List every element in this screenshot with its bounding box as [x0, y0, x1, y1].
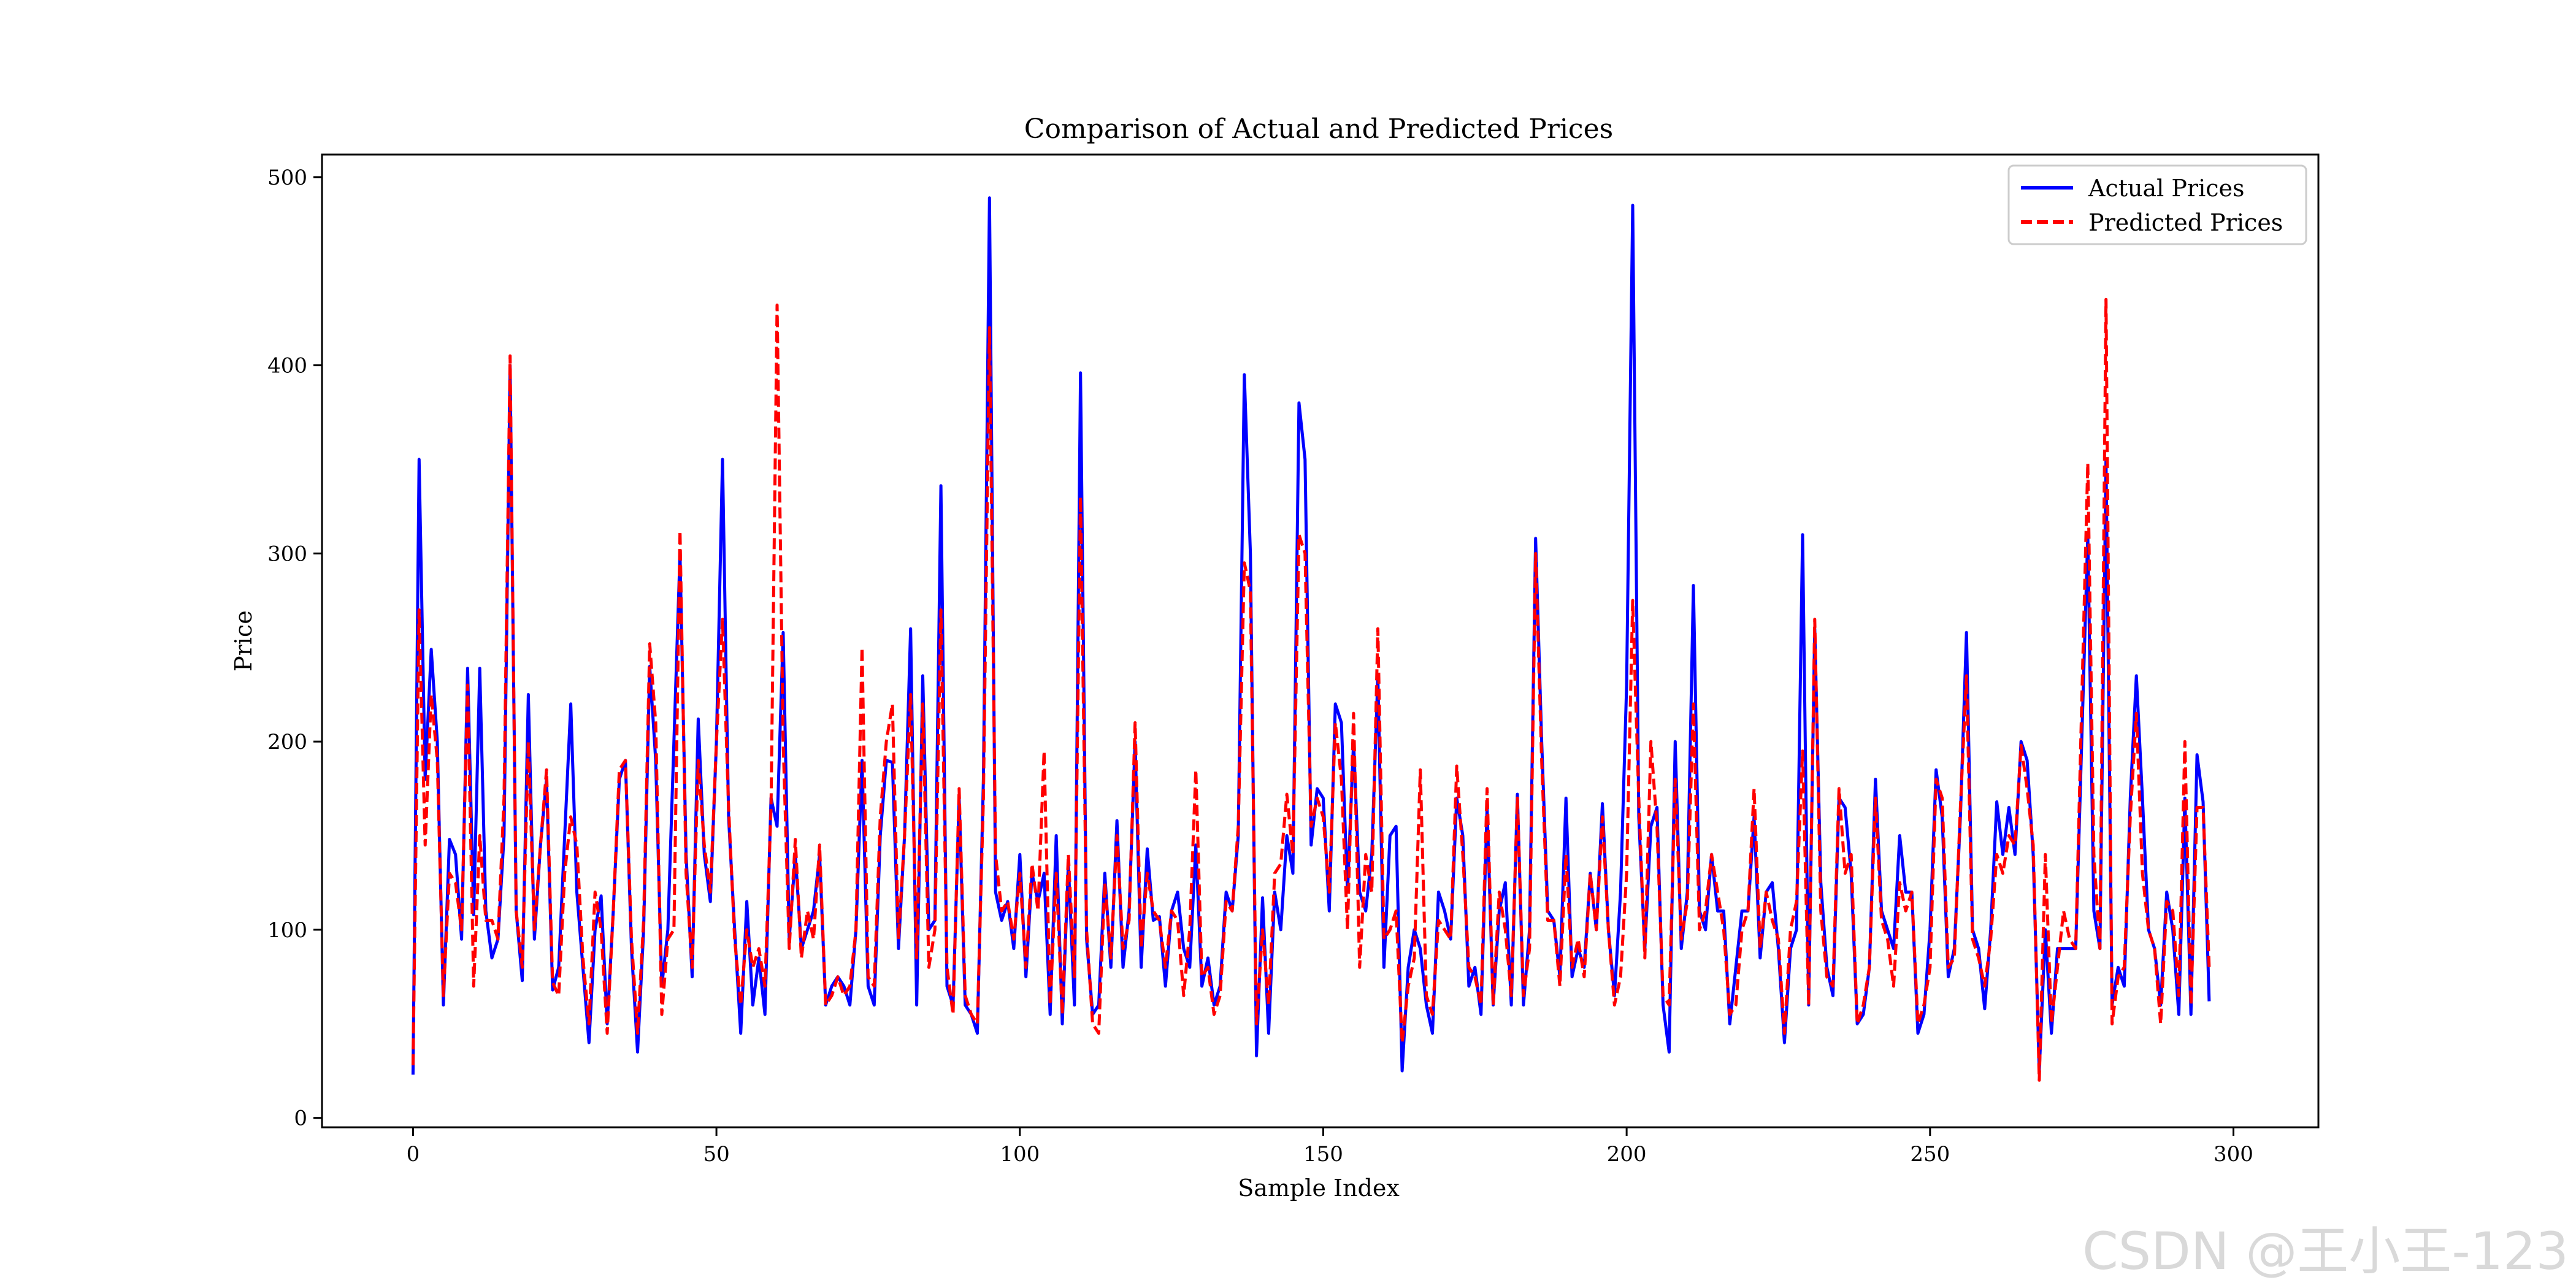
- x-tick-label: 0: [407, 1142, 420, 1167]
- legend-label-actual: Actual Prices: [2088, 175, 2245, 202]
- legend-label-predicted: Predicted Prices: [2088, 209, 2283, 236]
- series-layer: [411, 196, 2211, 1082]
- chart-title: Comparison of Actual and Predicted Price…: [1024, 113, 1613, 145]
- legend: Actual Prices Predicted Prices: [2007, 164, 2307, 245]
- y-tick-label: 300: [267, 542, 307, 566]
- x-tick-label: 300: [2214, 1142, 2253, 1167]
- x-axis-label: Sample Index: [1238, 1175, 1400, 1202]
- x-tick-label: 150: [1303, 1142, 1343, 1167]
- y-axis-label: Price: [230, 610, 257, 672]
- y-tick-label: 100: [267, 918, 307, 943]
- x-tick-label: 50: [703, 1142, 729, 1167]
- y-tick-label: 500: [267, 166, 307, 190]
- x-tick-label: 200: [1607, 1142, 1647, 1167]
- y-axis-ticks: 0 100 200 300 400 500: [267, 166, 322, 1131]
- legend-frame: [2007, 164, 2307, 245]
- y-tick-label: 0: [294, 1106, 307, 1131]
- x-tick-label: 100: [1000, 1142, 1040, 1167]
- series-line-predicted: [411, 297, 2211, 1082]
- watermark: CSDN @王小王-123: [2082, 1221, 2569, 1281]
- x-axis-ticks: 0 50 100 150 200 250 300: [407, 1127, 2253, 1167]
- y-tick-label: 400: [267, 354, 307, 378]
- x-tick-label: 250: [1910, 1142, 1950, 1167]
- y-tick-label: 200: [267, 730, 307, 754]
- plot-area-frame: [321, 153, 2320, 1129]
